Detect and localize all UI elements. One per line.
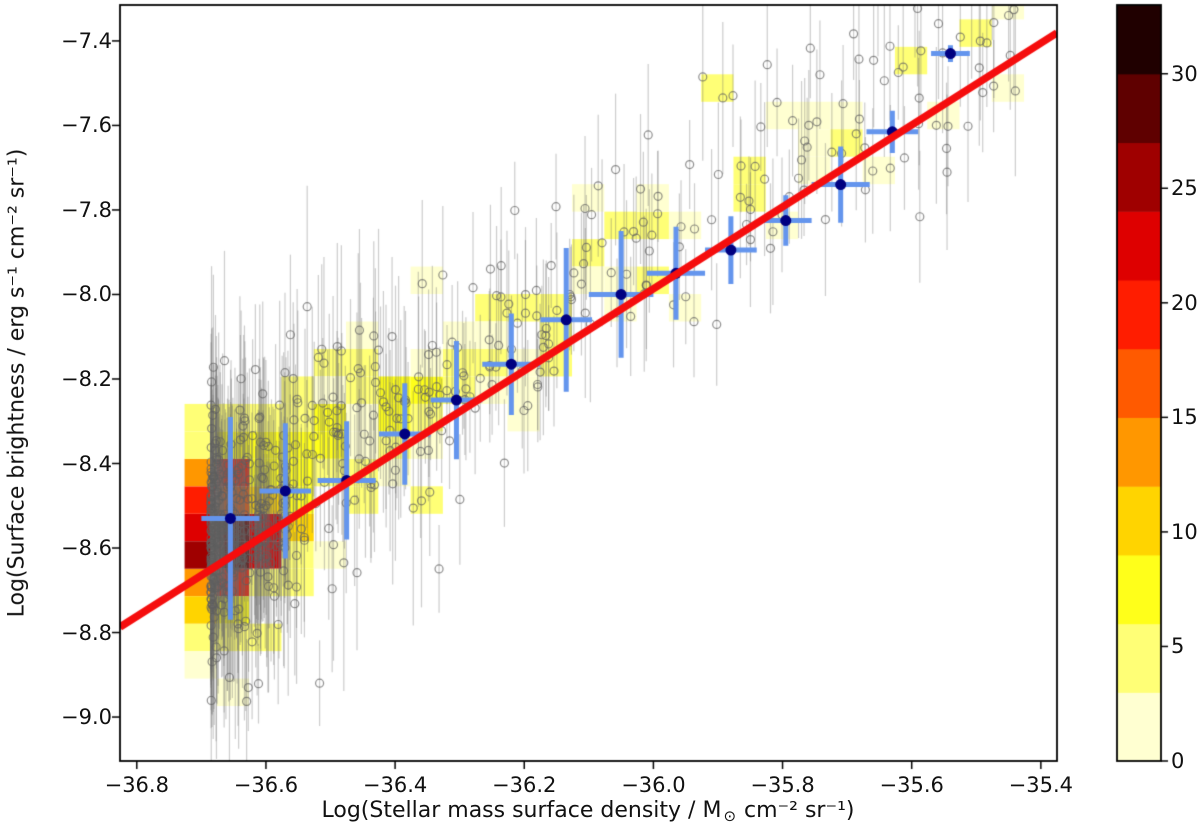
colorbar-tick-label: 30 — [1171, 61, 1198, 86]
x-tick-label: −36.2 — [492, 773, 557, 797]
x-tick-label: −36.6 — [233, 773, 299, 797]
colorbar-tick-label: 10 — [1171, 519, 1198, 544]
sun-symbol: ⊙ — [723, 807, 737, 825]
x-tick-label: −35.4 — [1008, 773, 1074, 797]
x-tick-label: −36.4 — [362, 773, 428, 797]
colorbar-tick-label: 25 — [1171, 176, 1198, 201]
colorbar-tick-label: 15 — [1171, 405, 1198, 430]
y-tick-label: −8.8 — [61, 620, 112, 645]
x-tick-label: −36.8 — [104, 773, 169, 797]
y-tick-label: −7.4 — [61, 28, 112, 53]
x-axis-title: Log(Stellar mass surface density / M ⊙ cm… — [322, 798, 855, 825]
colorbar-tick-label: 20 — [1171, 290, 1198, 315]
x-axis-title-suffix: cm⁻² sr⁻¹) — [737, 798, 855, 823]
y-tick-label: −7.8 — [61, 197, 112, 222]
x-tick-label: −35.6 — [879, 773, 944, 797]
x-tick-label: −36.0 — [621, 773, 686, 797]
y-tick-label: −8.2 — [61, 366, 112, 391]
colorbar-tick-label: 0 — [1171, 749, 1185, 773]
x-axis-title-prefix: Log(Stellar mass surface density / M — [321, 798, 722, 823]
y-tick-label: −7.6 — [61, 113, 112, 138]
y-tick-label: −9.0 — [61, 705, 112, 730]
x-tick-label: −35.8 — [750, 773, 815, 797]
y-tick-label: −8.0 — [61, 282, 112, 307]
y-tick-label: −8.4 — [61, 451, 112, 476]
colorbar-tick-label: 5 — [1171, 634, 1185, 659]
y-tick-label: −8.6 — [61, 536, 112, 561]
